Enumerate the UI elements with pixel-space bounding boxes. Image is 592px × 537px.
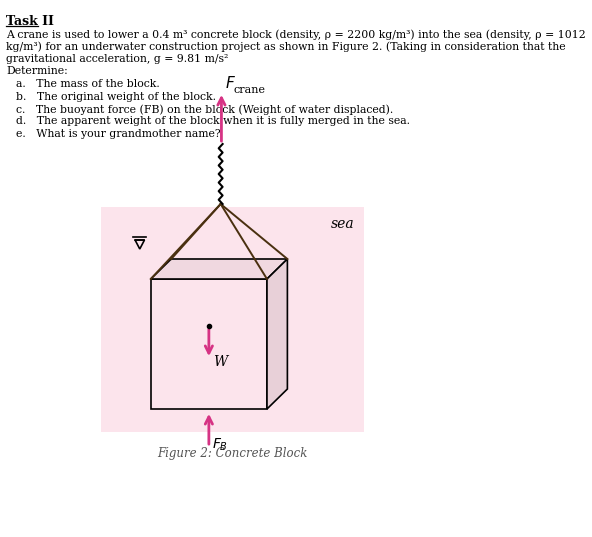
Text: $F_B$: $F_B$ [212,437,228,453]
Text: c.   The buoyant force (FB) on the block (Weight of water displaced).: c. The buoyant force (FB) on the block (… [16,104,393,114]
Text: Determine:: Determine: [7,67,68,76]
Bar [151,279,267,409]
Text: a.   The mass of the block.: a. The mass of the block. [16,79,159,89]
Text: crane: crane [233,85,265,95]
Text: $F$: $F$ [224,75,236,91]
Text: Task II: Task II [7,15,54,28]
Text: kg/m³) for an underwater construction project as shown in Figure 2. (Taking in c: kg/m³) for an underwater construction pr… [7,41,566,52]
Text: A crane is used to lower a 0.4 m³ concrete block (density, ρ = 2200 kg/m³) into : A crane is used to lower a 0.4 m³ concre… [7,29,586,40]
Text: b.   The original weight of the block.: b. The original weight of the block. [16,91,215,101]
Text: W: W [213,355,227,369]
Text: d.   The apparent weight of the block when it is fully merged in the sea.: d. The apparent weight of the block when… [16,117,410,127]
Polygon shape [151,259,287,279]
Bar [101,207,364,432]
Text: sea: sea [332,217,355,231]
Text: gravitational acceleration, g = 9.81 m/s²: gravitational acceleration, g = 9.81 m/s… [7,54,229,64]
Polygon shape [267,259,287,409]
Text: Figure 2: Concrete Block: Figure 2: Concrete Block [157,447,308,460]
Text: e.   What is your grandmother name?: e. What is your grandmother name? [16,129,220,139]
